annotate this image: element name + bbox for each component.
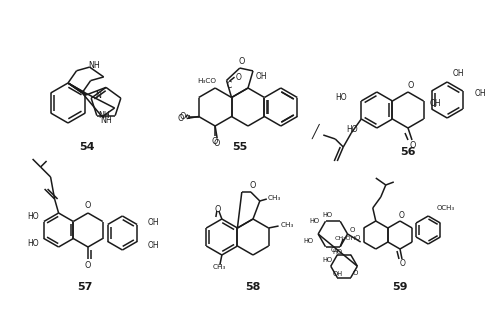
Text: OH: OH — [452, 69, 464, 78]
Text: CH₂OH: CH₂OH — [334, 236, 356, 241]
Text: OCH₃: OCH₃ — [436, 205, 454, 211]
Text: O: O — [214, 139, 220, 148]
Text: CH₃: CH₃ — [212, 264, 226, 270]
Text: O: O — [250, 182, 256, 191]
Text: OH: OH — [147, 218, 159, 227]
Text: O: O — [330, 247, 336, 253]
Text: HO: HO — [303, 238, 313, 244]
Text: NH: NH — [88, 61, 101, 70]
Text: ╱: ╱ — [312, 123, 319, 139]
Text: N: N — [95, 91, 101, 100]
Text: 59: 59 — [392, 282, 408, 292]
Text: OH: OH — [147, 241, 159, 250]
Text: O: O — [180, 112, 186, 121]
Text: O: O — [238, 57, 245, 66]
Text: O: O — [400, 260, 406, 268]
Text: O: O — [85, 201, 91, 210]
Text: HO: HO — [322, 257, 332, 263]
Text: O: O — [350, 227, 355, 233]
Text: 56: 56 — [400, 147, 416, 157]
Text: OH: OH — [474, 89, 486, 98]
Text: HO: HO — [27, 212, 39, 221]
Text: O: O — [408, 81, 414, 90]
Text: OH: OH — [256, 72, 268, 81]
Text: O: O — [353, 270, 358, 276]
Text: 57: 57 — [78, 282, 92, 292]
Text: O: O — [178, 114, 184, 123]
Text: OH: OH — [333, 271, 343, 277]
Text: C: C — [227, 81, 232, 90]
Text: HO: HO — [336, 93, 347, 103]
Text: HO: HO — [310, 218, 320, 224]
Text: O: O — [399, 211, 405, 220]
Text: NH: NH — [100, 116, 112, 125]
Text: 55: 55 — [232, 142, 248, 152]
Text: O: O — [212, 137, 218, 146]
Text: H₃CO: H₃CO — [198, 78, 216, 84]
Text: OH: OH — [430, 99, 442, 109]
Text: HO: HO — [27, 239, 39, 248]
Text: CH₃: CH₃ — [280, 222, 294, 228]
Text: O: O — [236, 73, 242, 82]
Text: O: O — [410, 141, 416, 150]
Text: CH₃: CH₃ — [268, 195, 281, 201]
Text: 54: 54 — [79, 142, 95, 152]
Text: HO: HO — [332, 249, 342, 255]
Text: O: O — [355, 235, 360, 241]
Text: O: O — [214, 204, 221, 213]
Text: HO: HO — [322, 212, 332, 218]
Text: O: O — [85, 261, 91, 269]
Text: 58: 58 — [246, 282, 260, 292]
Text: NH: NH — [98, 111, 110, 120]
Text: HO: HO — [346, 125, 358, 134]
